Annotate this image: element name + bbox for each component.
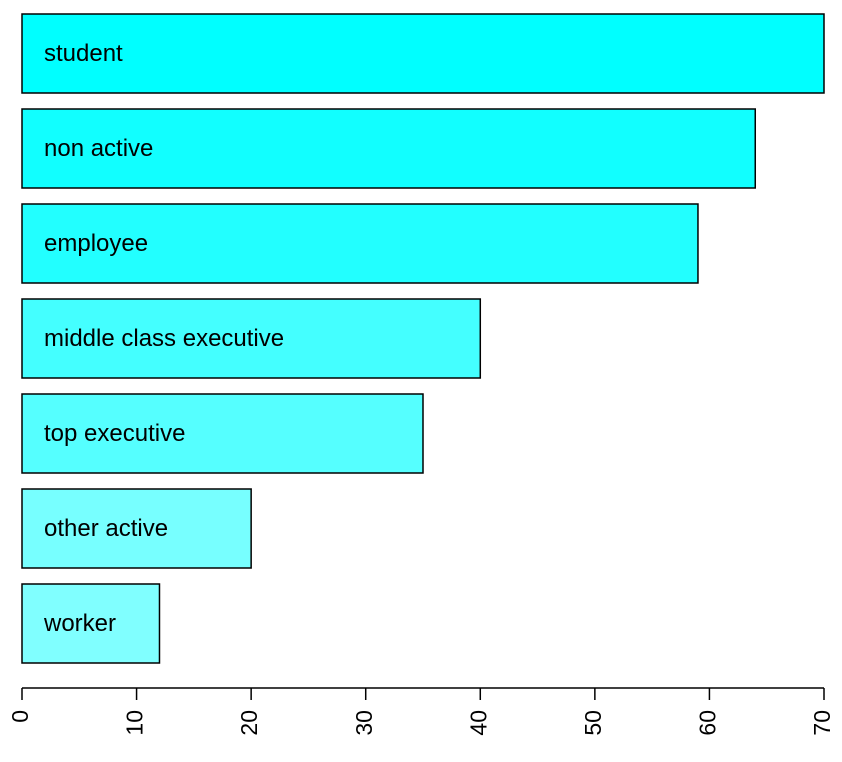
bar (21, 203, 699, 284)
bar-label: top executive (44, 420, 185, 447)
bar (21, 488, 252, 569)
x-tick-label: 0 (7, 710, 33, 723)
bar (21, 108, 757, 189)
bar-label: non active (44, 135, 153, 162)
bar (21, 298, 482, 379)
x-tick-label: 50 (580, 710, 606, 736)
bar-label: student (44, 40, 123, 67)
bar-label: employee (44, 230, 148, 257)
x-tick-label: 20 (236, 710, 262, 736)
x-tick-label: 10 (122, 710, 148, 736)
bar (21, 393, 424, 474)
x-tick-label: 60 (695, 710, 721, 736)
x-tick-label: 40 (465, 710, 491, 736)
x-tick-label: 70 (809, 710, 835, 736)
bar-label: worker (43, 610, 116, 637)
bar (21, 583, 161, 664)
x-tick-label: 30 (351, 710, 377, 736)
bar (21, 13, 825, 94)
bar-label: other active (44, 515, 168, 542)
bar-label: middle class executive (44, 325, 284, 352)
